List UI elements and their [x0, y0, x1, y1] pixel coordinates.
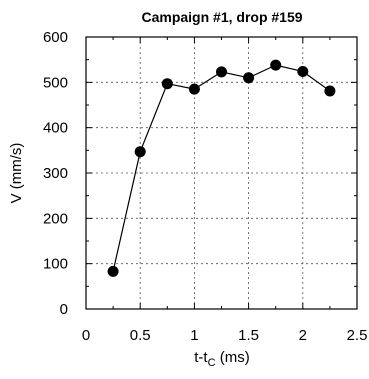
x-axis-label-main: t-t [194, 349, 208, 366]
data-point [243, 72, 255, 84]
data-point [161, 78, 173, 90]
y-tick-label: 100 [43, 256, 68, 273]
x-tick-label: 2.5 [347, 327, 368, 344]
x-tick-label: 1 [190, 327, 198, 344]
y-tick-label: 300 [43, 165, 68, 182]
grid-lines [86, 37, 357, 309]
y-tick-labels: 0 100 200 300 400 500 600 [43, 29, 68, 318]
data-point [297, 65, 309, 77]
y-axis-label: V (mm/s) [8, 143, 25, 204]
data-point [270, 59, 282, 71]
data-point [107, 265, 119, 277]
x-tick-label: 1.5 [238, 327, 259, 344]
x-axis-label-unit: (ms) [216, 349, 250, 366]
y-tick-label: 500 [43, 74, 68, 91]
x-tick-label: 0 [82, 327, 90, 344]
y-tick-label: 200 [43, 210, 68, 227]
y-tick-label: 0 [60, 301, 68, 318]
series-line [112, 64, 331, 272]
x-tick-label: 0.5 [130, 327, 151, 344]
data-point [324, 85, 336, 97]
data-point [188, 83, 200, 95]
x-tick-labels: 0 0.5 1 1.5 2 2.5 [82, 327, 368, 344]
chart-title: Campaign #1, drop #159 [141, 9, 302, 25]
data-point [216, 66, 227, 78]
data-point [134, 146, 146, 158]
axis-ticks [85, 36, 358, 310]
data-series [107, 59, 336, 277]
x-tick-label: 2 [299, 327, 307, 344]
y-tick-label: 400 [43, 120, 68, 137]
x-axis-label: t-tC (ms) [194, 349, 249, 369]
y-tick-label: 600 [43, 29, 68, 46]
x-axis-label-subscript: C [208, 357, 216, 369]
